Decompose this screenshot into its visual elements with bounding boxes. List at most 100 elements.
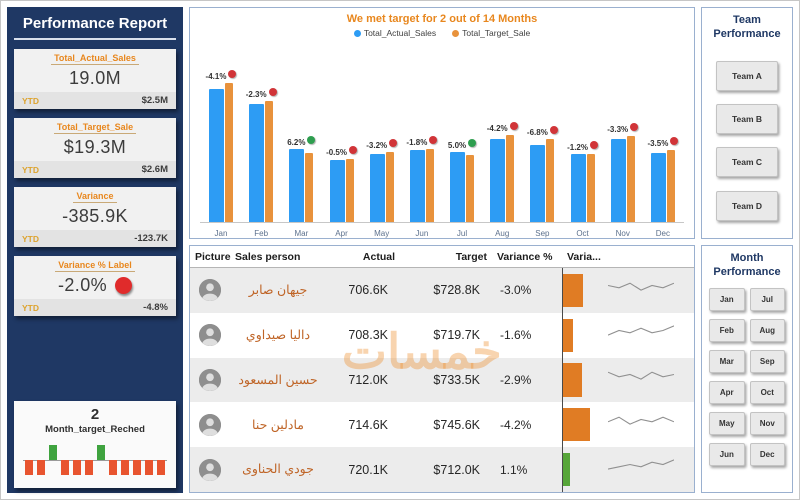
variance-label: -1.8% (406, 137, 428, 147)
bar-group-jun[interactable]: -1.8% Jun (403, 135, 441, 238)
legend-label: Total_Actual_Sales (363, 28, 437, 38)
actual-sales-bar[interactable] (650, 153, 666, 223)
actual-sales-bar[interactable] (249, 104, 265, 223)
picture-cell (190, 368, 230, 391)
salesperson-name: جيهان صابر (248, 283, 308, 298)
target-missed-dot (630, 123, 639, 132)
actual-sales-bar[interactable] (490, 139, 506, 223)
ytd-label: YTD (22, 233, 39, 244)
bar-pair (530, 139, 555, 223)
target-sales-bar[interactable] (305, 153, 314, 223)
mini-bar-red (37, 460, 45, 475)
target-missed-dot (268, 88, 277, 97)
target-sales-bar[interactable] (586, 153, 595, 223)
bar-group-nov[interactable]: -3.3% Nov (604, 123, 642, 238)
actual-sales-bar[interactable] (289, 148, 305, 223)
bar-pair (289, 148, 314, 223)
avatar (199, 458, 221, 481)
table-header-row: Picture Sales person Actual Target Variance … (190, 246, 694, 268)
variance-label: -4.1% (205, 72, 227, 81)
picture-cell (190, 324, 230, 347)
bar-group-may[interactable]: -3.2% May (363, 139, 401, 238)
negative-variance-bar (563, 363, 582, 397)
avatar (199, 368, 221, 391)
actual-sales-bar[interactable] (450, 151, 466, 223)
actual-sales-bar[interactable] (610, 139, 626, 223)
bar-group-dec[interactable]: -3.5% Dec (644, 137, 682, 238)
bar-group-oct[interactable]: -1.2% Oct (564, 140, 602, 238)
target-sales-bar[interactable] (666, 150, 675, 223)
month-button-apr[interactable]: Apr (709, 380, 745, 404)
target-sales-bar[interactable] (225, 83, 233, 223)
target-missed-dot (670, 137, 679, 146)
variance-percent: 1.1% (500, 462, 528, 477)
actual-sales-bar[interactable] (409, 150, 425, 223)
bar-group-mar[interactable]: 6.2% Mar (282, 135, 320, 238)
target-missed-dot (509, 122, 518, 131)
sparkline-cell (604, 322, 694, 349)
table-row-3[interactable]: مادلين حنا 714.6K $745.6K -4.2% (190, 402, 694, 448)
target-sales-bar[interactable] (425, 148, 434, 223)
kpi-label: Variance % Label (14, 256, 176, 272)
month-button-jul[interactable]: Jul (749, 287, 785, 311)
month-button-jun[interactable]: Jun (709, 442, 745, 466)
mini-bar-red (157, 460, 165, 475)
table-header-1: Sales person (235, 251, 301, 263)
kpi-value: -2.0% (57, 275, 108, 295)
table-row-1[interactable]: داليا صيداوي 708.3K $719.7K -1.6% (190, 312, 694, 358)
month-button-mar[interactable]: Mar (709, 349, 745, 373)
legend-item-0: Total_Actual_Sales (353, 28, 437, 38)
bar-group-apr[interactable]: -0.5% Apr (323, 146, 361, 238)
team-button-team-a[interactable]: Team A (716, 60, 778, 91)
target-sales-bar[interactable] (265, 101, 274, 223)
month-button-may[interactable]: May (709, 411, 745, 435)
variance-percent: -1.6% (500, 328, 532, 343)
team-button-team-c[interactable]: Team C (716, 147, 778, 178)
mini-bar-5 (83, 438, 95, 482)
target-sales-bar[interactable] (546, 139, 555, 223)
bar-pair (650, 150, 675, 223)
actual-sales-bar[interactable] (369, 154, 385, 223)
variance-chart-card: We met target for 2 out of 14 Months Tot… (189, 7, 695, 239)
bar-group-jul[interactable]: 5.0% Jul (443, 138, 481, 238)
bar-group-feb[interactable]: -2.3% Feb (242, 88, 280, 238)
actual-sales-bar[interactable] (329, 160, 345, 223)
month-button-sep[interactable]: Sep (749, 349, 785, 373)
month-performance-panel: Month Performance Jan Jul Feb Aug Mar Sep Apr O… (701, 245, 793, 493)
team-button-team-b[interactable]: Team B (716, 104, 778, 135)
month-button-dec[interactable]: Dec (749, 442, 785, 466)
month-target-value: 2 (90, 406, 100, 423)
table-row-4[interactable]: جودي الحناوى 720.1K $712.0K 1.1% (190, 447, 694, 492)
kpi-label-text: Total_Actual_Sales (51, 53, 139, 65)
negative-variance-bar (563, 318, 574, 352)
target-sales-bar[interactable] (626, 136, 635, 223)
month-button-jan[interactable]: Jan (709, 287, 745, 311)
target-sales-bar[interactable] (385, 152, 394, 223)
month-axis-label: Aug (495, 229, 510, 238)
target-sales-bar[interactable] (466, 154, 475, 223)
bar-group-sep[interactable]: -6.8% Sep (523, 126, 561, 238)
variance-percent: -2.9% (500, 372, 532, 387)
actual-sales-bar[interactable] (570, 154, 586, 223)
bar-group-jan[interactable]: -4.1% Jan (202, 70, 240, 238)
month-button-aug[interactable]: Aug (749, 318, 785, 342)
variance-label-row: -0.5% (326, 146, 357, 157)
left-sidebar: Performance Report Total_Actual_Sales 19.… (7, 7, 183, 493)
mini-bar-red (121, 460, 129, 475)
month-button-feb[interactable]: Feb (709, 318, 745, 342)
month-button-nov[interactable]: Nov (749, 411, 785, 435)
legend-item-1: Total_Target_Sale (452, 28, 530, 38)
team-button-team-d[interactable]: Team D (716, 190, 778, 221)
target-sales-bar[interactable] (345, 159, 354, 223)
month-button-oct[interactable]: Oct (749, 380, 785, 404)
actual-sales-bar[interactable] (530, 144, 546, 223)
target-met-dot (468, 138, 477, 147)
kpi-value: -385.9K (62, 206, 128, 226)
actual-sales-bar[interactable] (209, 88, 224, 223)
mini-bar-red (25, 460, 33, 475)
bar-group-aug[interactable]: -4.2% Aug (483, 122, 521, 238)
kpi-value-row: -2.0% (14, 272, 176, 299)
table-row-2[interactable]: حسين المسعود 712.0K $733.5K -2.9% (190, 357, 694, 403)
table-row-0[interactable]: جيهان صابر 706.6K $728.8K -3.0% (190, 268, 694, 313)
target-sales-bar[interactable] (506, 135, 515, 223)
